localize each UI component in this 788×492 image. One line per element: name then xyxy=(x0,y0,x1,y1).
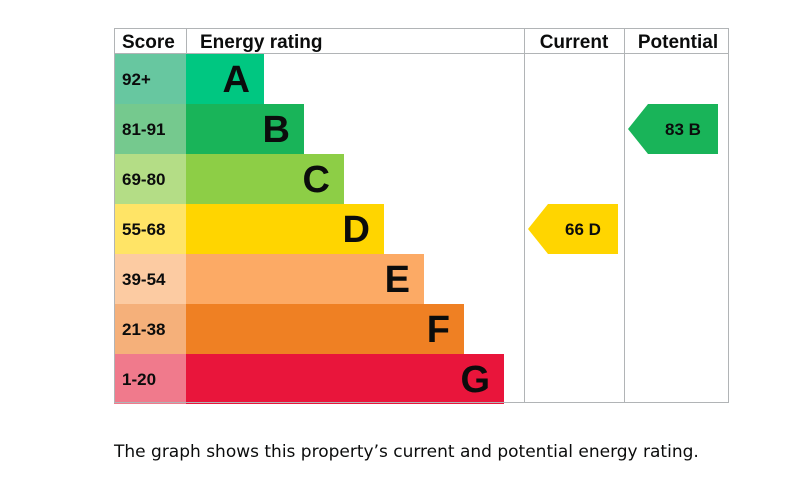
rating-letter-c: C xyxy=(303,159,330,201)
current-header: Current xyxy=(540,32,609,53)
score-label-a: 92+ xyxy=(122,70,151,89)
rating-letter-g: G xyxy=(460,359,490,401)
rating-bar-d xyxy=(186,204,384,254)
rating-letter-f: F xyxy=(427,309,450,351)
current-rating-arrow xyxy=(528,204,618,254)
score-label-g: 1-20 xyxy=(122,370,156,389)
chart-frame xyxy=(114,28,729,403)
score-label-d: 55-68 xyxy=(122,220,165,239)
rating-letter-e: E xyxy=(385,259,410,301)
score-label-b: 81-91 xyxy=(122,120,165,139)
score-cell-g xyxy=(114,354,186,404)
score-label-f: 21-38 xyxy=(122,320,165,339)
score-cell-b xyxy=(114,104,186,154)
chart-caption: The graph shows this property’s current … xyxy=(114,442,699,462)
current-rating-label: 66 D xyxy=(565,220,601,239)
rating-letter-a: A xyxy=(223,59,250,101)
energy-rating-chart: 92+ A81-91 B69-80 C55-68 D39-54 E21-38 F1-20 G … xyxy=(114,28,729,404)
score-cell-c xyxy=(114,154,186,204)
rating-letter-d: D xyxy=(343,209,370,251)
score-cell-e xyxy=(114,254,186,304)
rating-bar-g xyxy=(186,354,504,404)
potential-header: Potential xyxy=(638,32,718,53)
rating-bar-f xyxy=(186,304,464,354)
rating-letter-b: B xyxy=(263,109,290,151)
score-cell-a xyxy=(114,54,186,104)
potential-rating-label: 83 B xyxy=(665,120,701,139)
rating-bar-e xyxy=(186,254,424,304)
rating-bar-a xyxy=(186,54,264,104)
score-label-e: 39-54 xyxy=(122,270,166,289)
rating-bar-b xyxy=(186,104,304,154)
energy-rating-header: Energy rating xyxy=(200,32,322,53)
rating-bar-c xyxy=(186,154,344,204)
score-cell-d xyxy=(114,204,186,254)
potential-rating-arrow xyxy=(628,104,718,154)
score-header: Score xyxy=(122,32,175,53)
score-label-c: 69-80 xyxy=(122,170,165,189)
score-cell-f xyxy=(114,304,186,354)
